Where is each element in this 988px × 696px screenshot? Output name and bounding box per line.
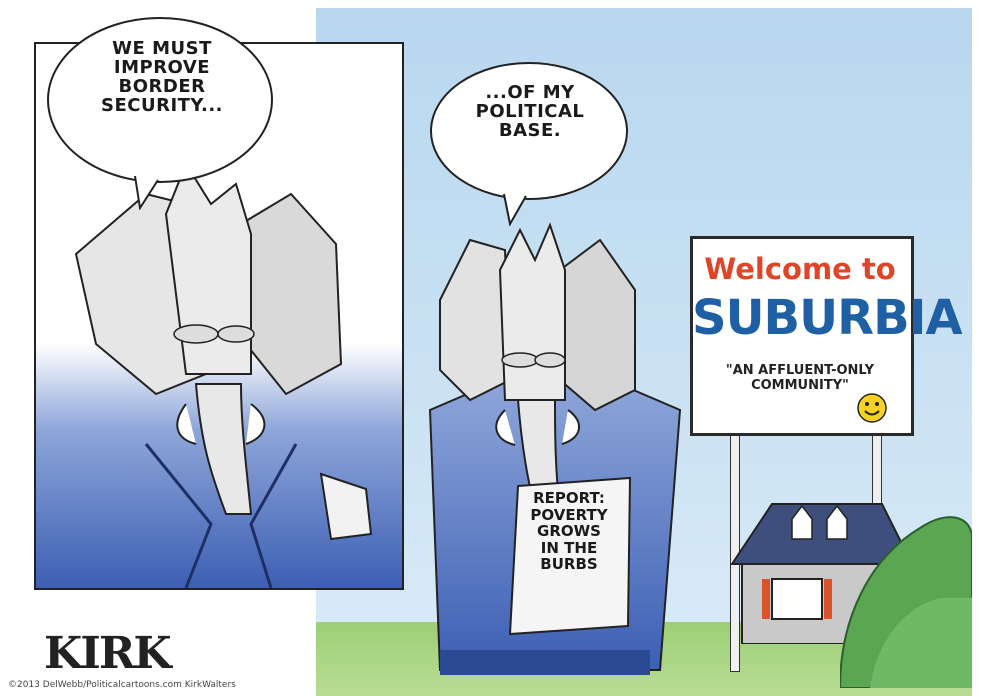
sign-tagline: "AN AFFLUENT-ONLY COMMUNITY"	[725, 363, 875, 393]
speech-bubble-left	[47, 17, 273, 210]
report-paper	[508, 476, 632, 636]
report-line: POVERTY	[530, 505, 608, 524]
elephant-left-illustration	[36, 161, 402, 588]
sign-town-name: SUBURBIA	[692, 290, 963, 346]
sign-welcome-text: Welcome to	[704, 252, 896, 286]
speech-bubble-right	[430, 62, 628, 226]
report-line: GROWS	[537, 522, 601, 540]
report-text: REPORT: POVERTY GROWS IN THE BURBS	[514, 490, 624, 573]
report-line: IN THE	[540, 538, 598, 557]
copyright-credit: ©2013 DelWebb/Politicalcartoons.com Kirk…	[8, 680, 236, 690]
speech-text-right: ...OF MY POLITICAL BASE.	[475, 82, 585, 141]
smiley-icon	[857, 393, 887, 423]
artist-signature: KIRK	[44, 628, 172, 679]
bushes-illustration	[840, 516, 972, 688]
speech-text-left: WE MUST IMPROVE BORDER SECURITY...	[101, 38, 223, 116]
report-line: BURBS	[540, 555, 598, 573]
report-line: REPORT:	[533, 489, 605, 507]
